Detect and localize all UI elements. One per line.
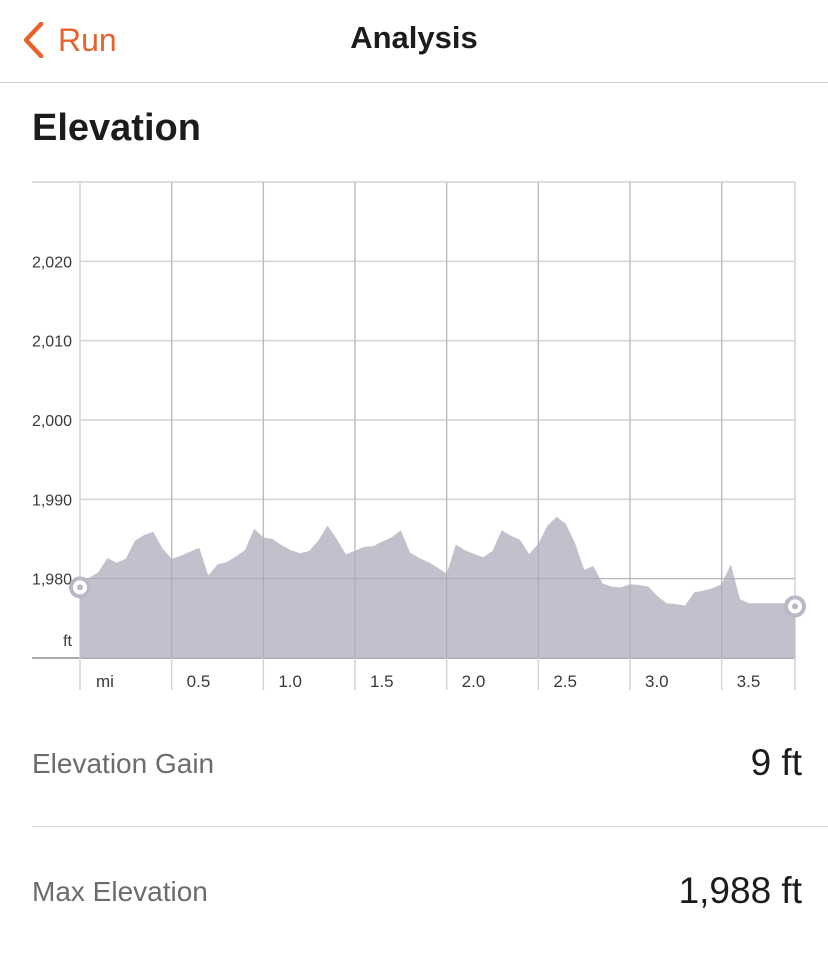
back-label: Run: [58, 21, 117, 58]
marker-dot: [77, 584, 83, 591]
stat-label: Max Elevation: [32, 876, 208, 907]
navigation-bar: Run Analysis: [0, 0, 828, 83]
divider: [32, 826, 828, 827]
x-unit-label: mi: [96, 672, 114, 691]
x-tick-label: 1.5: [370, 672, 394, 691]
back-button[interactable]: Run: [22, 18, 117, 62]
x-tick-label: 0.5: [187, 672, 211, 691]
y-tick-label: 1,980: [32, 572, 72, 589]
y-tick-label: 2,000: [32, 413, 72, 430]
chevron-left-icon: [23, 22, 44, 58]
y-unit-label: ft: [63, 633, 72, 650]
stat-label: Elevation Gain: [32, 748, 215, 779]
stat-row-max-elevation: Max Elevation 1,988 ft: [32, 828, 828, 956]
stat-row-elevation-gain: Elevation Gain 9 ft: [32, 700, 828, 828]
y-tick-label: 1,990: [32, 492, 72, 509]
page-title: Analysis: [350, 20, 478, 55]
x-tick-label: 1.0: [278, 672, 302, 691]
elevation-area: [80, 516, 795, 658]
marker-dot: [792, 603, 798, 610]
y-tick-label: 2,010: [32, 334, 72, 351]
stat-value: 1,988 ft: [678, 870, 802, 911]
x-tick-label: 2.5: [553, 672, 577, 691]
x-tick-label: 2.0: [462, 672, 486, 691]
y-tick-label: 2,020: [32, 254, 72, 271]
section-title: Elevation: [32, 107, 201, 149]
x-tick-label: 3.0: [645, 672, 669, 691]
elevation-chart: 1,980 1,990 2,000 2,010 2,020 ft 0.5 1.0 1.5 2.0 2…: [32, 181, 806, 691]
stat-value: 9 ft: [750, 742, 802, 783]
x-tick-label: 3.5: [737, 672, 761, 691]
